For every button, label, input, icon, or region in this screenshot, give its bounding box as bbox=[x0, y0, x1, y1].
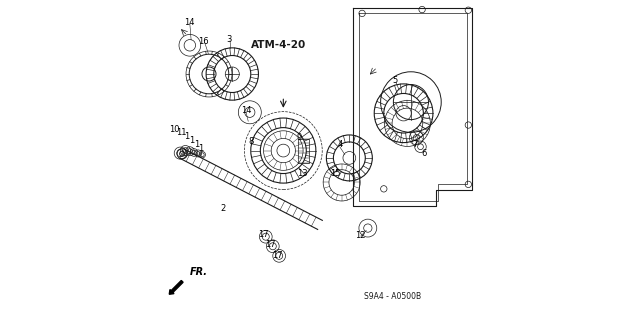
Text: 13: 13 bbox=[297, 169, 308, 178]
Text: FR.: FR. bbox=[190, 267, 208, 277]
Text: 4: 4 bbox=[337, 140, 342, 149]
Text: 2: 2 bbox=[220, 204, 225, 213]
Text: 12: 12 bbox=[355, 231, 365, 240]
Text: 15: 15 bbox=[330, 169, 340, 178]
Text: 5: 5 bbox=[392, 76, 397, 85]
Bar bbox=[298, 138, 309, 163]
FancyArrow shape bbox=[169, 280, 183, 294]
Text: 1: 1 bbox=[184, 132, 189, 141]
Text: 1: 1 bbox=[189, 136, 194, 145]
Text: 16: 16 bbox=[198, 37, 209, 46]
Text: 7: 7 bbox=[412, 140, 418, 149]
Text: 17: 17 bbox=[266, 241, 276, 249]
Text: S9A4 - A0500B: S9A4 - A0500B bbox=[364, 292, 421, 300]
Text: 1: 1 bbox=[194, 140, 199, 149]
Text: 17: 17 bbox=[273, 251, 284, 260]
Text: 1: 1 bbox=[198, 144, 204, 152]
Text: ATM-4-20: ATM-4-20 bbox=[251, 40, 306, 50]
Text: 11: 11 bbox=[176, 128, 186, 137]
Text: 8: 8 bbox=[249, 137, 254, 146]
Text: 14: 14 bbox=[241, 106, 252, 115]
Text: 6: 6 bbox=[421, 149, 426, 158]
Text: 3: 3 bbox=[227, 35, 232, 44]
Text: 10: 10 bbox=[169, 125, 179, 134]
Text: 9: 9 bbox=[297, 133, 302, 142]
Text: 17: 17 bbox=[258, 230, 269, 239]
Text: 14: 14 bbox=[184, 18, 195, 27]
